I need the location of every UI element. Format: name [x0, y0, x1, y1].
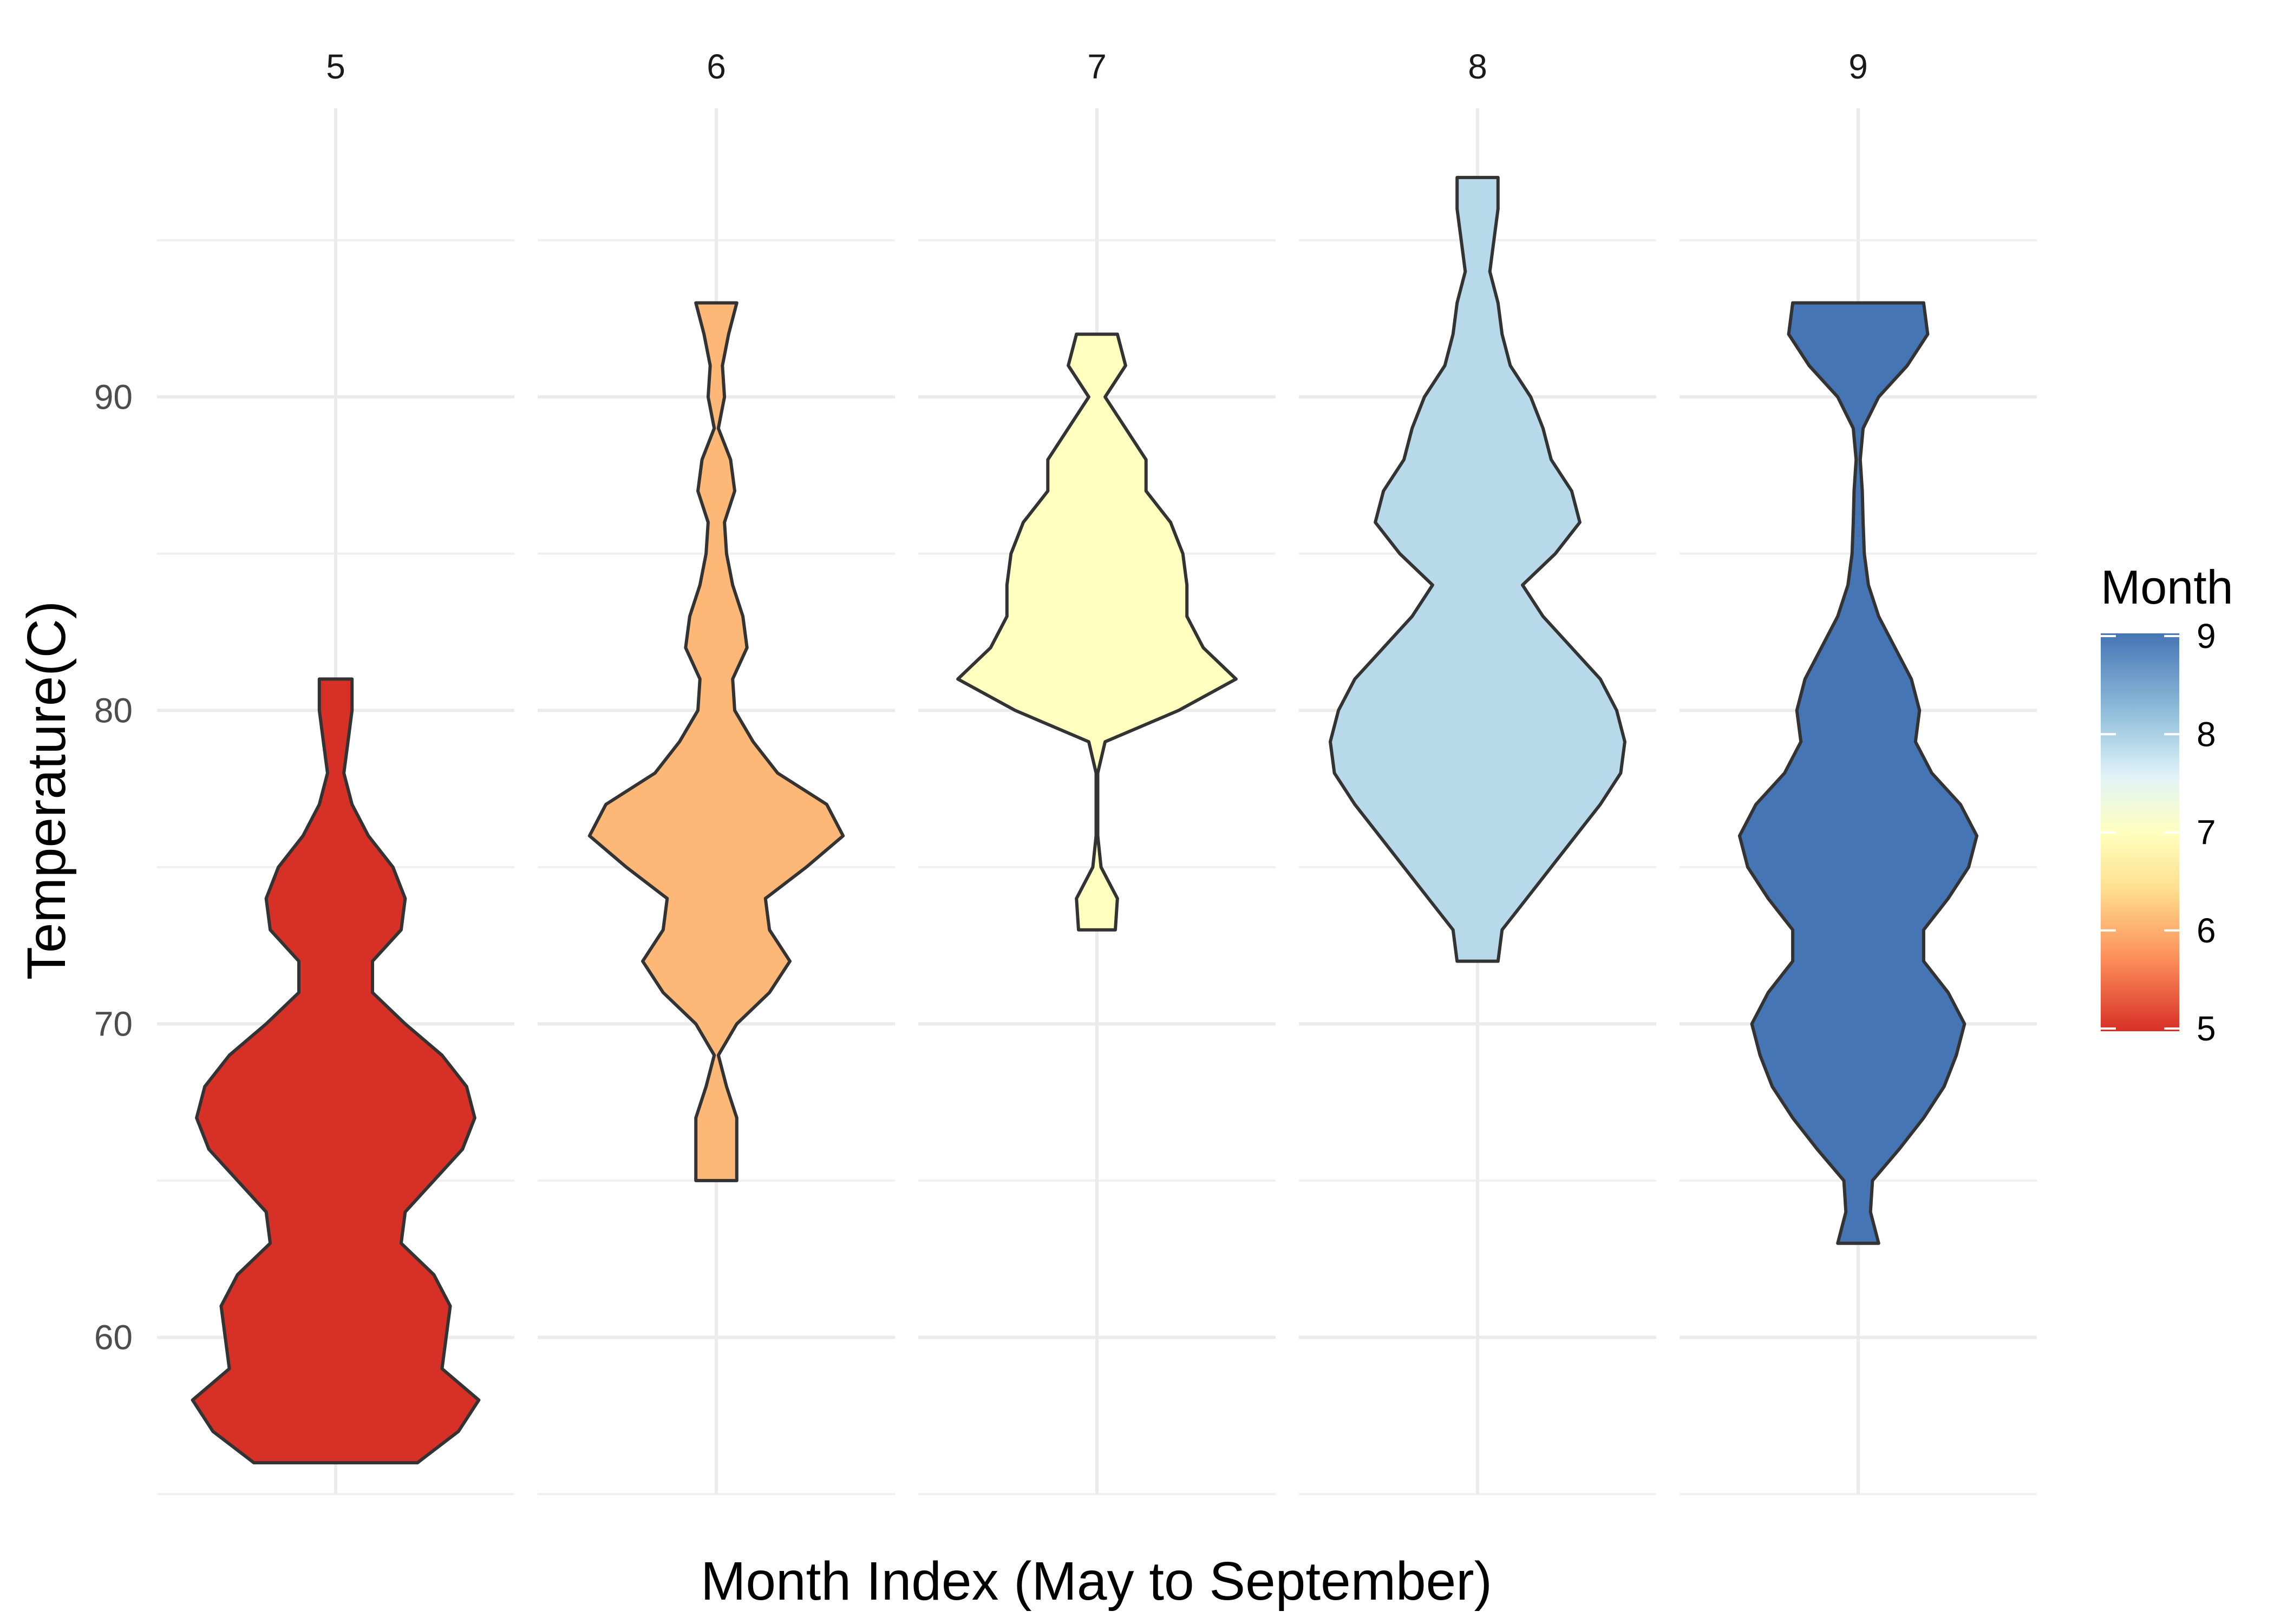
facet-panel-5: 5 [157, 47, 514, 1495]
facet-panels: 5 6 7 8 9 [157, 47, 2037, 1495]
y-tick-label: 80 [94, 691, 133, 730]
legend: Month 5 6 7 8 9 [2101, 560, 2233, 1048]
facet-label-8: 8 [1468, 47, 1487, 86]
legend-tick-label: 7 [2197, 813, 2216, 852]
facet-panel-9: 9 [1680, 47, 2037, 1495]
facet-label-6: 6 [707, 47, 726, 86]
facet-label-9: 9 [1848, 47, 1868, 86]
legend-title: Month [2101, 560, 2233, 614]
facet-panel-6: 6 [538, 47, 895, 1495]
y-axis: 60 70 80 90 [94, 377, 133, 1357]
facet-label-7: 7 [1087, 47, 1107, 86]
facet-panel-8: 8 [1299, 47, 1656, 1495]
violin-8 [1329, 175, 1626, 963]
violin-9 [1737, 301, 1979, 1245]
facet-panel-7: 7 [918, 47, 1276, 1495]
legend-tick-label: 5 [2197, 1009, 2216, 1048]
x-axis-title: Month Index (May to September) [701, 1551, 1492, 1612]
violin-6 [587, 301, 845, 1182]
violin-7 [956, 332, 1238, 932]
y-axis-title: Temperature(C) [16, 601, 77, 980]
legend-ticks: 5 6 7 8 9 [2101, 617, 2216, 1048]
facet-label-5: 5 [326, 47, 345, 86]
y-tick-label: 90 [94, 377, 133, 416]
legend-tick-label: 8 [2197, 715, 2216, 754]
legend-tick-label: 6 [2197, 911, 2216, 950]
legend-tick-label: 9 [2197, 617, 2216, 656]
violin-5 [191, 677, 481, 1465]
y-tick-label: 60 [94, 1318, 133, 1357]
y-tick-label: 70 [94, 1004, 133, 1043]
